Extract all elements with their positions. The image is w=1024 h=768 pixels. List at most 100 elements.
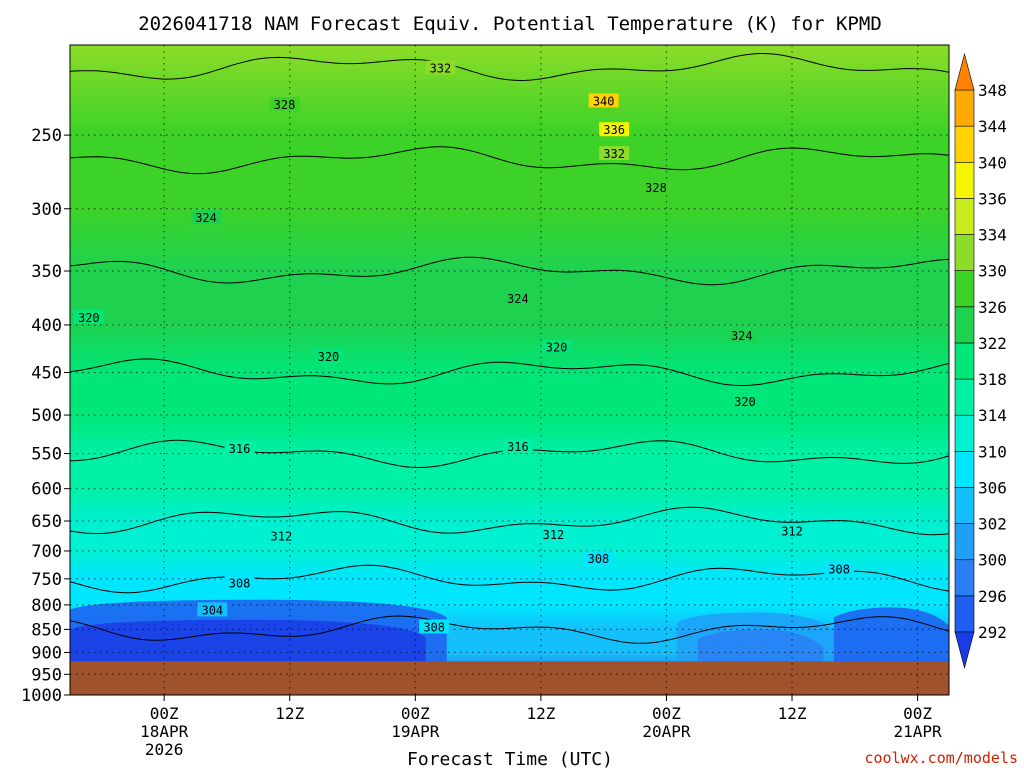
- colorbar-level-label: 314: [978, 406, 1007, 425]
- contour-label-text: 328: [645, 181, 667, 195]
- contour-label-text: 312: [781, 524, 803, 538]
- time-tick-label: 12Z: [526, 704, 555, 723]
- colorbar-level-label: 336: [978, 189, 1007, 208]
- contour-label: 340: [588, 93, 619, 108]
- time-tick-label: 00Z: [652, 704, 681, 723]
- contour-label: 312: [777, 523, 808, 538]
- time-tick-date: 20APR: [642, 722, 691, 741]
- contour-label: 304: [197, 602, 228, 617]
- cool-pool: [697, 629, 824, 664]
- colorbar-level-label: 334: [978, 226, 1007, 245]
- contour-label-bg: [425, 60, 456, 75]
- pressure-tick-label: 850: [31, 620, 62, 640]
- contour-label: 324: [502, 290, 533, 306]
- contour-label-bg: [266, 528, 297, 543]
- colorbar-level-label: 318: [978, 370, 1007, 389]
- pressure-tick-label: 800: [31, 596, 62, 616]
- contour-label-text: 336: [603, 123, 625, 137]
- contour-line: [70, 506, 949, 536]
- colorbar-level-label: 300: [978, 551, 1007, 570]
- colorbar-segment: [954, 161, 975, 199]
- contour-label: 320: [313, 348, 344, 364]
- contour-label: 308: [583, 550, 614, 566]
- contour-label-text: 308: [229, 577, 251, 591]
- time-tick-label: 00Z: [150, 704, 179, 723]
- colorbar-level-label: 326: [978, 298, 1007, 317]
- contour-label-bg: [73, 309, 104, 324]
- contour-label-text: 308: [828, 563, 850, 577]
- contour-label-bg: [641, 180, 671, 195]
- colorbar-segment: [954, 125, 975, 163]
- time-tick-date: 21APR: [894, 722, 943, 741]
- contour-label: 308: [224, 575, 255, 591]
- colorbar-lower-extension: [954, 631, 975, 670]
- colorbar-segment: [954, 487, 975, 524]
- time-tick-label: 12Z: [275, 704, 304, 723]
- colorbar-segment: [954, 342, 975, 380]
- contour-label-text: 308: [588, 552, 610, 566]
- colorbar-segment: [954, 559, 975, 597]
- contour-label-bg: [197, 602, 228, 617]
- contour-label-text: 304: [201, 603, 223, 617]
- contour-label-bg: [224, 575, 255, 590]
- contour-label: 308: [419, 619, 450, 634]
- pressure-tick-label: 700: [31, 542, 62, 562]
- contour-label: 328: [269, 96, 300, 112]
- pressure-tick-label: 1000: [21, 686, 62, 706]
- colorbar-level-label: 306: [978, 478, 1007, 497]
- colorbar-segment: [954, 378, 975, 416]
- contour-label-text: 324: [507, 292, 529, 306]
- plot-frame: [69, 44, 950, 696]
- time-tick-date: 18APR: [140, 722, 189, 741]
- contour-label-bg: [502, 290, 533, 305]
- upper-theta-e-maximum: [407, 45, 863, 222]
- colorbar-level-label: 344: [978, 117, 1007, 136]
- colorbar-level-label: 322: [978, 334, 1007, 353]
- contour-label-bg: [777, 523, 808, 538]
- contour-label-bg: [541, 339, 572, 354]
- colorbar-level-label: 340: [978, 153, 1007, 172]
- contour-line: [70, 146, 949, 175]
- contour-label: 324: [191, 210, 222, 225]
- contour-label: 312: [266, 528, 297, 543]
- grid-lines: [70, 45, 949, 695]
- chart-title: 2026041718 NAM Forecast Equiv. Potential…: [138, 13, 882, 35]
- contour-label-bg: [729, 393, 760, 408]
- contour-label-bg: [583, 550, 614, 565]
- contour-label-text: 308: [423, 620, 445, 634]
- contour-label-text: 324: [195, 211, 217, 225]
- pressure-tick-label: 450: [31, 364, 62, 384]
- contour-label: 320: [541, 339, 572, 355]
- contour-label-bg: [599, 122, 630, 137]
- pressure-tick-label: 750: [31, 570, 62, 590]
- contour-label-text: 312: [543, 528, 565, 542]
- pressure-tick-label: 900: [31, 643, 62, 663]
- contour-label-text: 316: [507, 440, 529, 454]
- colorbar-segment: [954, 306, 975, 344]
- pressure-tick-label: 350: [31, 262, 62, 282]
- colorbar-level-label: 292: [978, 623, 1007, 642]
- contour-label-text: 320: [546, 341, 568, 355]
- contour-label-bg: [824, 561, 855, 576]
- colorbar-segment: [954, 234, 975, 271]
- contour-label: 324: [726, 327, 757, 343]
- pressure-tick-label: 250: [31, 126, 62, 146]
- time-tick-date: 19APR: [391, 722, 440, 741]
- contour-label: 332: [599, 146, 630, 161]
- below-ground-area: [70, 661, 949, 695]
- contour-label-bg: [599, 146, 630, 161]
- contour-line: [70, 615, 949, 644]
- contour-label-text: 320: [318, 350, 340, 364]
- contour-line: [70, 358, 949, 386]
- contour-label-bg: [538, 527, 569, 542]
- contour-label-bg: [313, 348, 344, 363]
- contour-label-text: 320: [734, 395, 756, 409]
- contour-label: 320: [73, 309, 104, 325]
- pressure-axis: 250 300 350 400 450 500 550 600 650 700 750 800 850 9…: [21, 126, 70, 706]
- colorbar-level-label: 348: [978, 81, 1007, 100]
- contour-label: 308: [824, 561, 855, 577]
- contour-label-bg: [269, 96, 300, 111]
- pressure-tick-label: 550: [31, 445, 62, 465]
- contour-label-text: 340: [593, 94, 615, 108]
